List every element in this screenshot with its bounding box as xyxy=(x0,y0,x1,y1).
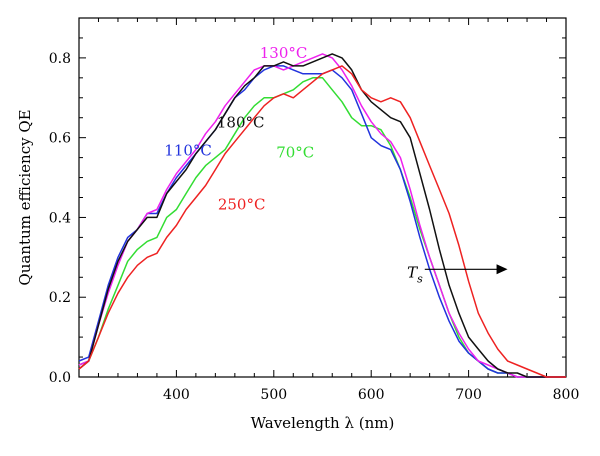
series-line xyxy=(78,65,566,378)
x-tick-label: 400 xyxy=(163,387,190,403)
series-label: 110°C xyxy=(164,142,212,160)
tick-labels: 400 500 600 700 800 0.0 0.2 0.4 0.6 0.8 xyxy=(49,51,580,403)
x-tick-label: 600 xyxy=(358,387,385,403)
y-tick-label: 0.4 xyxy=(49,210,71,226)
ts-label: Ts xyxy=(407,263,423,285)
ts-arrow-head xyxy=(496,264,508,275)
series-label: 130°C xyxy=(260,44,308,62)
series-line xyxy=(78,53,566,378)
ts-label-subscript: s xyxy=(417,272,423,285)
series-line xyxy=(78,77,566,378)
series-label: 250°C xyxy=(218,195,266,213)
series-labels: 130°C 180°C 110°C 70°C 250°C xyxy=(164,44,314,214)
axis-ticks xyxy=(78,17,567,378)
x-tick-label: 800 xyxy=(553,387,580,403)
series-line xyxy=(78,53,566,378)
x-tick-label: 700 xyxy=(455,387,482,403)
series-lines xyxy=(78,53,566,378)
x-tick-label: 500 xyxy=(260,387,287,403)
series-label: 70°C xyxy=(276,144,314,162)
series-line xyxy=(78,65,566,378)
x-axis-title: Wavelength λ (nm) xyxy=(251,414,395,432)
ts-annotation: Ts xyxy=(407,263,508,285)
y-axis-title: Quantum efficiency QE xyxy=(16,109,34,285)
ts-label-main: T xyxy=(407,263,418,281)
y-tick-label: 0.6 xyxy=(49,131,71,147)
y-tick-label: 0.0 xyxy=(49,370,71,386)
y-tick-label: 0.2 xyxy=(49,290,71,306)
y-tick-label: 0.8 xyxy=(49,51,71,67)
plot-frame xyxy=(78,17,567,378)
series-label: 180°C xyxy=(217,114,265,132)
